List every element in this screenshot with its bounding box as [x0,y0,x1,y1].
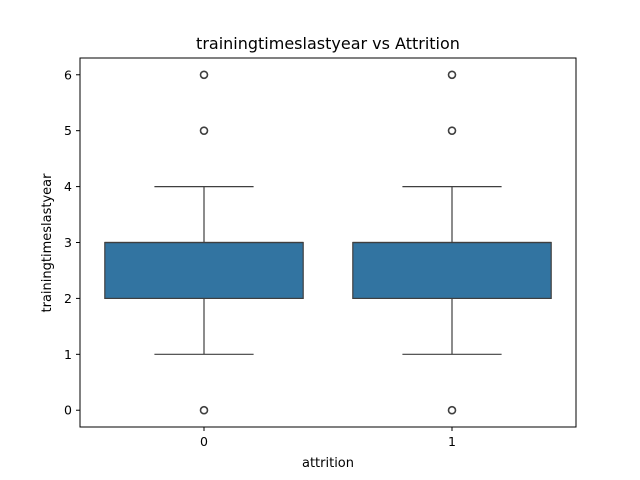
y-tick-label: 5 [64,123,72,138]
box [352,241,552,300]
axes: 0 1 2 3 4 5 6 0 1 [64,67,456,449]
box-group-0 [104,70,304,415]
outlier-point [447,405,457,415]
x-axis-label: attrition [302,456,354,471]
outlier-point [199,405,209,415]
plot-area [104,70,552,415]
outlier-point [199,70,209,80]
box [104,241,304,300]
outlier-point [199,126,209,135]
y-tick-label: 0 [64,403,72,418]
y-tick-label: 6 [64,67,72,82]
outlier-point [447,70,457,80]
y-tick-label: 3 [64,235,72,250]
y-tick-label: 1 [64,347,72,362]
y-tick-label: 4 [64,179,72,194]
chart-title: trainingtimeslastyear vs Attrition [196,34,460,53]
y-tick-label: 2 [64,291,72,306]
outlier-point [447,126,457,135]
x-tick-label: 1 [448,434,456,449]
box-group-1 [352,70,552,415]
y-axis-label: trainingtimeslastyear [40,173,55,313]
x-tick-label: 0 [200,434,208,449]
